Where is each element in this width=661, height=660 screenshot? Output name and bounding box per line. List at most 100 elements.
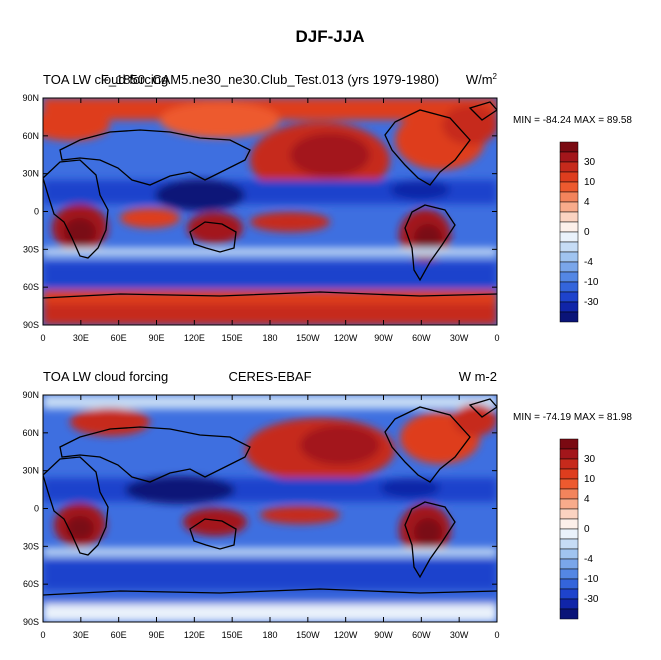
colorbar-swatch bbox=[559, 201, 579, 213]
x-tick-label: 180 bbox=[262, 333, 277, 343]
x-tick-label: 120E bbox=[184, 333, 205, 343]
x-tick-label: 90E bbox=[148, 630, 164, 640]
colorbar-swatch bbox=[559, 458, 579, 470]
colorbar-label: 4 bbox=[584, 494, 590, 505]
colorbar-swatch bbox=[559, 468, 579, 480]
colorbar-swatch bbox=[559, 448, 579, 460]
colorbar-swatch bbox=[559, 438, 579, 450]
colorbar-swatch bbox=[559, 311, 579, 323]
x-tick-label: 30E bbox=[73, 333, 89, 343]
colorbar-swatch bbox=[559, 161, 579, 173]
x-tick-label: 90W bbox=[374, 333, 393, 343]
x-tick-label: 0 bbox=[40, 333, 45, 343]
panel-obs-stats: MIN = -74.19 MAX = 81.98 bbox=[513, 412, 632, 423]
colorbar-swatch bbox=[559, 538, 579, 550]
x-tick-label: 30W bbox=[450, 630, 469, 640]
panel-obs-xaxis: 0 30E 60E 90E 120E 150E 180 150W 120W 90W 60W 30W 0 bbox=[40, 395, 500, 640]
colorbar-label: -30 bbox=[584, 594, 599, 605]
colorbar-swatch bbox=[559, 181, 579, 193]
colorbar-swatch bbox=[559, 558, 579, 570]
colorbar-swatch bbox=[559, 291, 579, 303]
x-tick-label: 90W bbox=[374, 630, 393, 640]
y-tick-label: 60N bbox=[22, 131, 39, 141]
colorbar-swatch bbox=[559, 528, 579, 540]
colorbar-label: 30 bbox=[584, 454, 596, 465]
y-tick-label: 30N bbox=[22, 466, 39, 476]
x-tick-label: 90E bbox=[148, 333, 164, 343]
colorbar-swatch bbox=[559, 241, 579, 253]
colorbar-swatch bbox=[559, 211, 579, 223]
y-tick-label: 30N bbox=[22, 169, 39, 179]
x-tick-label: 0 bbox=[40, 630, 45, 640]
colorbar-label: 10 bbox=[584, 177, 596, 188]
colorbar-swatch bbox=[559, 598, 579, 610]
x-tick-label: 150E bbox=[222, 333, 243, 343]
x-tick-label: 120E bbox=[184, 630, 205, 640]
x-tick-label: 150E bbox=[222, 630, 243, 640]
panel-obs: TOA LW cloud forcing CERES-EBAF W m-2 bbox=[22, 369, 632, 640]
colorbar-swatch bbox=[559, 231, 579, 243]
y-tick-label: 90N bbox=[22, 390, 39, 400]
colorbar-swatch bbox=[559, 518, 579, 530]
panel-obs-left-title: TOA LW cloud forcing bbox=[43, 369, 168, 384]
y-tick-label: 60N bbox=[22, 428, 39, 438]
colorbar-swatch bbox=[559, 548, 579, 560]
x-tick-label: 60W bbox=[412, 333, 431, 343]
x-tick-label: 60E bbox=[111, 333, 127, 343]
colorbar-label: 4 bbox=[584, 197, 590, 208]
colorbar-swatch bbox=[559, 261, 579, 273]
x-tick-label: 30W bbox=[450, 333, 469, 343]
panel-model-right-title: W/m2 bbox=[466, 72, 498, 87]
x-tick-label: 150W bbox=[296, 630, 320, 640]
y-tick-label: 30S bbox=[23, 244, 39, 254]
colorbar-label: -4 bbox=[584, 554, 593, 565]
y-tick-label: 90S bbox=[23, 320, 39, 330]
colorbar-swatch bbox=[559, 608, 579, 620]
colorbar-swatch bbox=[559, 578, 579, 590]
colorbar-swatch bbox=[559, 141, 579, 153]
panel-obs-right-title: W m-2 bbox=[459, 369, 497, 384]
y-tick-label: 60S bbox=[23, 579, 39, 589]
x-tick-label: 0 bbox=[494, 630, 499, 640]
colorbar-swatch bbox=[559, 191, 579, 203]
colorbar-swatch bbox=[559, 588, 579, 600]
colorbar-swatch bbox=[559, 151, 579, 163]
colorbar-swatch bbox=[559, 478, 579, 490]
y-tick-label: 30S bbox=[23, 541, 39, 551]
panel-model-stats: MIN = -84.24 MAX = 89.58 bbox=[513, 115, 632, 126]
colorbar-label: 10 bbox=[584, 474, 596, 485]
colorbar-swatch bbox=[559, 568, 579, 580]
panel-model-colorbar: 30 10 4 0 -4 -10 -30 bbox=[559, 141, 599, 323]
colorbar-swatch bbox=[559, 251, 579, 263]
x-tick-label: 60W bbox=[412, 630, 431, 640]
panel-model-yaxis: 90N 60N 30N 0 30S 60S 90S bbox=[22, 93, 497, 330]
panel-obs-colorbar: 30 10 4 0 -4 -10 -30 bbox=[559, 438, 599, 620]
x-tick-label: 120W bbox=[334, 333, 358, 343]
panel-obs-map bbox=[43, 395, 497, 622]
colorbar-label: -30 bbox=[584, 297, 599, 308]
colorbar-swatch bbox=[559, 508, 579, 520]
colorbar-label: -10 bbox=[584, 277, 599, 288]
colorbar-label: 0 bbox=[584, 227, 590, 238]
x-tick-label: 150W bbox=[296, 333, 320, 343]
colorbar-swatch bbox=[559, 281, 579, 293]
panel-model-xaxis: 0 30E 60E 90E 120E 150E 180 150W 120W 90W 60W 30W 0 bbox=[40, 98, 500, 343]
y-tick-label: 0 bbox=[34, 207, 39, 217]
colorbar-label: 30 bbox=[584, 157, 596, 168]
panel-model-center-title: F_1850_CAM5.ne30_ne30.Club_Test.013 (yrs… bbox=[101, 72, 439, 87]
colorbar-swatch bbox=[559, 488, 579, 500]
y-tick-label: 90N bbox=[22, 93, 39, 103]
x-tick-label: 180 bbox=[262, 630, 277, 640]
colorbar-swatch bbox=[559, 301, 579, 313]
x-tick-label: 30E bbox=[73, 630, 89, 640]
colorbar-swatch bbox=[559, 271, 579, 283]
colorbar-label: 0 bbox=[584, 524, 590, 535]
colorbar-swatch bbox=[559, 171, 579, 183]
x-tick-label: 0 bbox=[494, 333, 499, 343]
y-tick-label: 60S bbox=[23, 282, 39, 292]
panel-obs-yaxis: 90N 60N 30N 0 30S 60S 90S bbox=[22, 390, 497, 627]
x-tick-label: 120W bbox=[334, 630, 358, 640]
x-tick-label: 60E bbox=[111, 630, 127, 640]
panel-model-left-title: TOA LW cloud forcing bbox=[43, 72, 168, 87]
